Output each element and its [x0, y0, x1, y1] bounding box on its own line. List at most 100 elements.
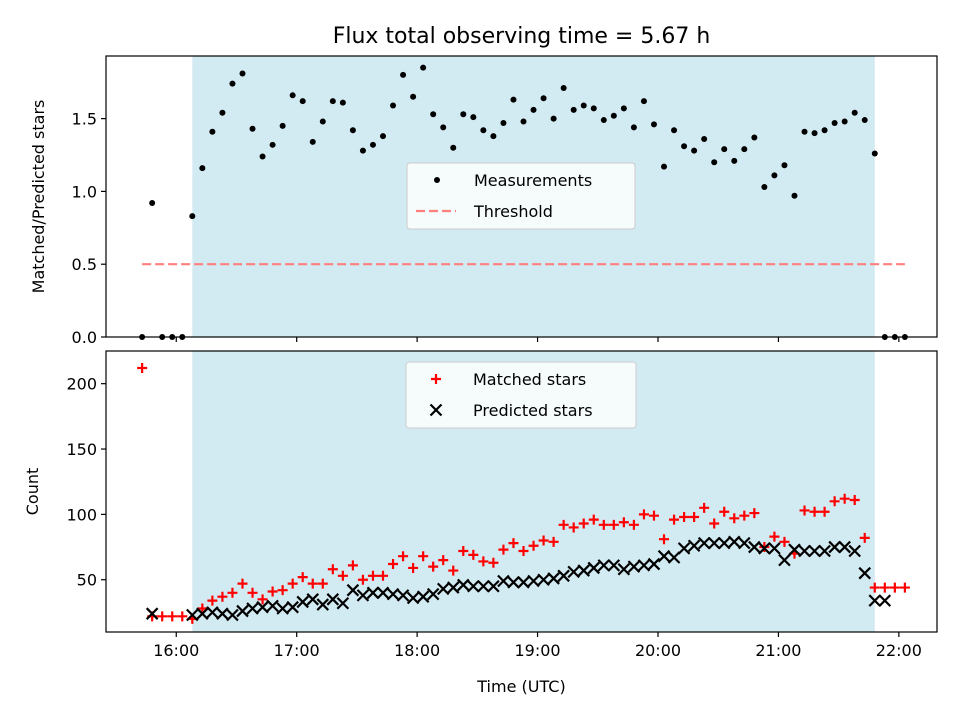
matched-star-point	[689, 511, 700, 522]
measurement-point	[570, 106, 577, 113]
legend: Measurements Threshold	[406, 162, 636, 230]
matched-star-point	[739, 510, 750, 521]
y-axis-label: Matched/Predicted stars	[29, 100, 48, 294]
measurement-point	[871, 150, 878, 157]
matched-star-point	[699, 502, 710, 513]
predicted-star-point	[607, 559, 621, 572]
matched-star-point	[287, 578, 298, 589]
predicted-star-point	[577, 564, 591, 577]
measurement-point	[590, 105, 597, 112]
measurement-point	[791, 192, 798, 199]
matched-star-point	[879, 582, 890, 593]
legend-box	[406, 162, 636, 230]
measurement-point	[279, 122, 286, 129]
matched-star-point	[337, 570, 348, 581]
y-tick-label: 100	[66, 505, 97, 524]
y-tick-label: 0.0	[72, 328, 97, 347]
legend-label: Measurements	[474, 171, 592, 190]
predicted-star-point	[206, 606, 219, 619]
measurement-point	[811, 130, 818, 137]
measurement-point	[239, 70, 246, 77]
predicted-star-point	[537, 573, 550, 586]
series-matched-stars	[137, 362, 910, 624]
predicted-star-point	[256, 600, 269, 614]
predicted-star-point	[627, 560, 641, 573]
y-tick-label: 150	[66, 440, 97, 459]
series-measurements	[139, 64, 908, 340]
matched-star-point	[508, 538, 519, 549]
legend: Matched stars Predicted stars	[405, 361, 637, 429]
predicted-star-point	[557, 569, 570, 583]
measurement-point	[550, 115, 557, 122]
measurement-point	[821, 127, 828, 134]
matched-star-point	[659, 534, 670, 545]
predicted-star-point	[828, 540, 841, 554]
matched-star-point	[458, 545, 469, 556]
measurement-point	[560, 85, 567, 92]
predicted-star-point	[436, 582, 450, 596]
predicted-star-point	[727, 535, 741, 549]
predicted-star-point	[758, 542, 771, 555]
measurement-point	[771, 172, 778, 179]
predicted-star-point	[286, 600, 299, 614]
matched-star-point	[859, 532, 870, 543]
measurement-point	[460, 111, 467, 118]
predicted-star-point	[768, 542, 781, 555]
measurement-point	[359, 147, 366, 154]
predicted-star-point	[587, 561, 601, 575]
matched-star-point	[558, 519, 569, 530]
predicted-star-point	[677, 542, 691, 555]
predicted-star-point	[697, 536, 711, 550]
matched-star-point	[829, 496, 840, 507]
measurement-point	[440, 124, 447, 131]
x-axis-label: Time (UTC)	[476, 677, 565, 696]
measurement-point	[410, 93, 417, 100]
matched-star-point	[357, 574, 368, 585]
matched-star-point	[418, 551, 429, 562]
matched-star-point	[849, 494, 860, 505]
matched-star-point	[638, 509, 649, 520]
predicted-star-point	[868, 594, 882, 607]
predicted-star-point	[567, 565, 580, 579]
matched-star-point	[669, 514, 680, 525]
top-panel: 0.0 0.5 1.0 1.5 Matched/Predicted stars Measu…	[29, 55, 938, 347]
matched-star-point	[277, 585, 288, 596]
predicted-star-point	[145, 607, 159, 620]
matched-star-point	[608, 519, 619, 530]
matched-star-point	[588, 514, 599, 525]
matched-star-point	[367, 570, 378, 581]
measurement-point	[681, 143, 688, 150]
matched-star-point	[378, 570, 388, 581]
measurement-point	[199, 165, 206, 172]
predicted-star-point	[687, 539, 701, 553]
predicted-star-point	[366, 586, 380, 600]
predicted-star-point	[296, 595, 309, 609]
matched-star-point	[167, 611, 178, 622]
predicted-star-point	[396, 589, 410, 602]
matched-star-point	[438, 555, 449, 566]
matched-star-point	[177, 611, 188, 622]
y-tick-label: 200	[66, 375, 97, 394]
matched-star-point	[257, 594, 268, 605]
legend-measurement-swatch	[434, 177, 440, 183]
predicted-star-point	[667, 551, 681, 564]
predicted-star-point	[266, 599, 279, 613]
matched-star-point	[408, 562, 419, 573]
measurement-point	[249, 125, 256, 132]
matched-star-point	[578, 518, 589, 529]
measurement-point	[339, 99, 346, 106]
matched-star-point	[568, 522, 579, 533]
x-tick-label: 22:00	[876, 641, 922, 660]
measurement-point	[219, 109, 226, 116]
matched-star-point	[398, 551, 409, 562]
predicted-star-point	[748, 540, 761, 554]
matched-star-point	[769, 531, 780, 542]
legend-label: Predicted stars	[473, 401, 593, 420]
measurement-point	[671, 127, 678, 134]
measurement-point	[861, 117, 868, 124]
x-tick-label: 20:00	[635, 641, 681, 660]
matched-star-point	[498, 544, 509, 555]
predicted-star-point	[647, 557, 661, 571]
matched-star-point	[538, 535, 549, 546]
measurement-point	[731, 157, 738, 164]
